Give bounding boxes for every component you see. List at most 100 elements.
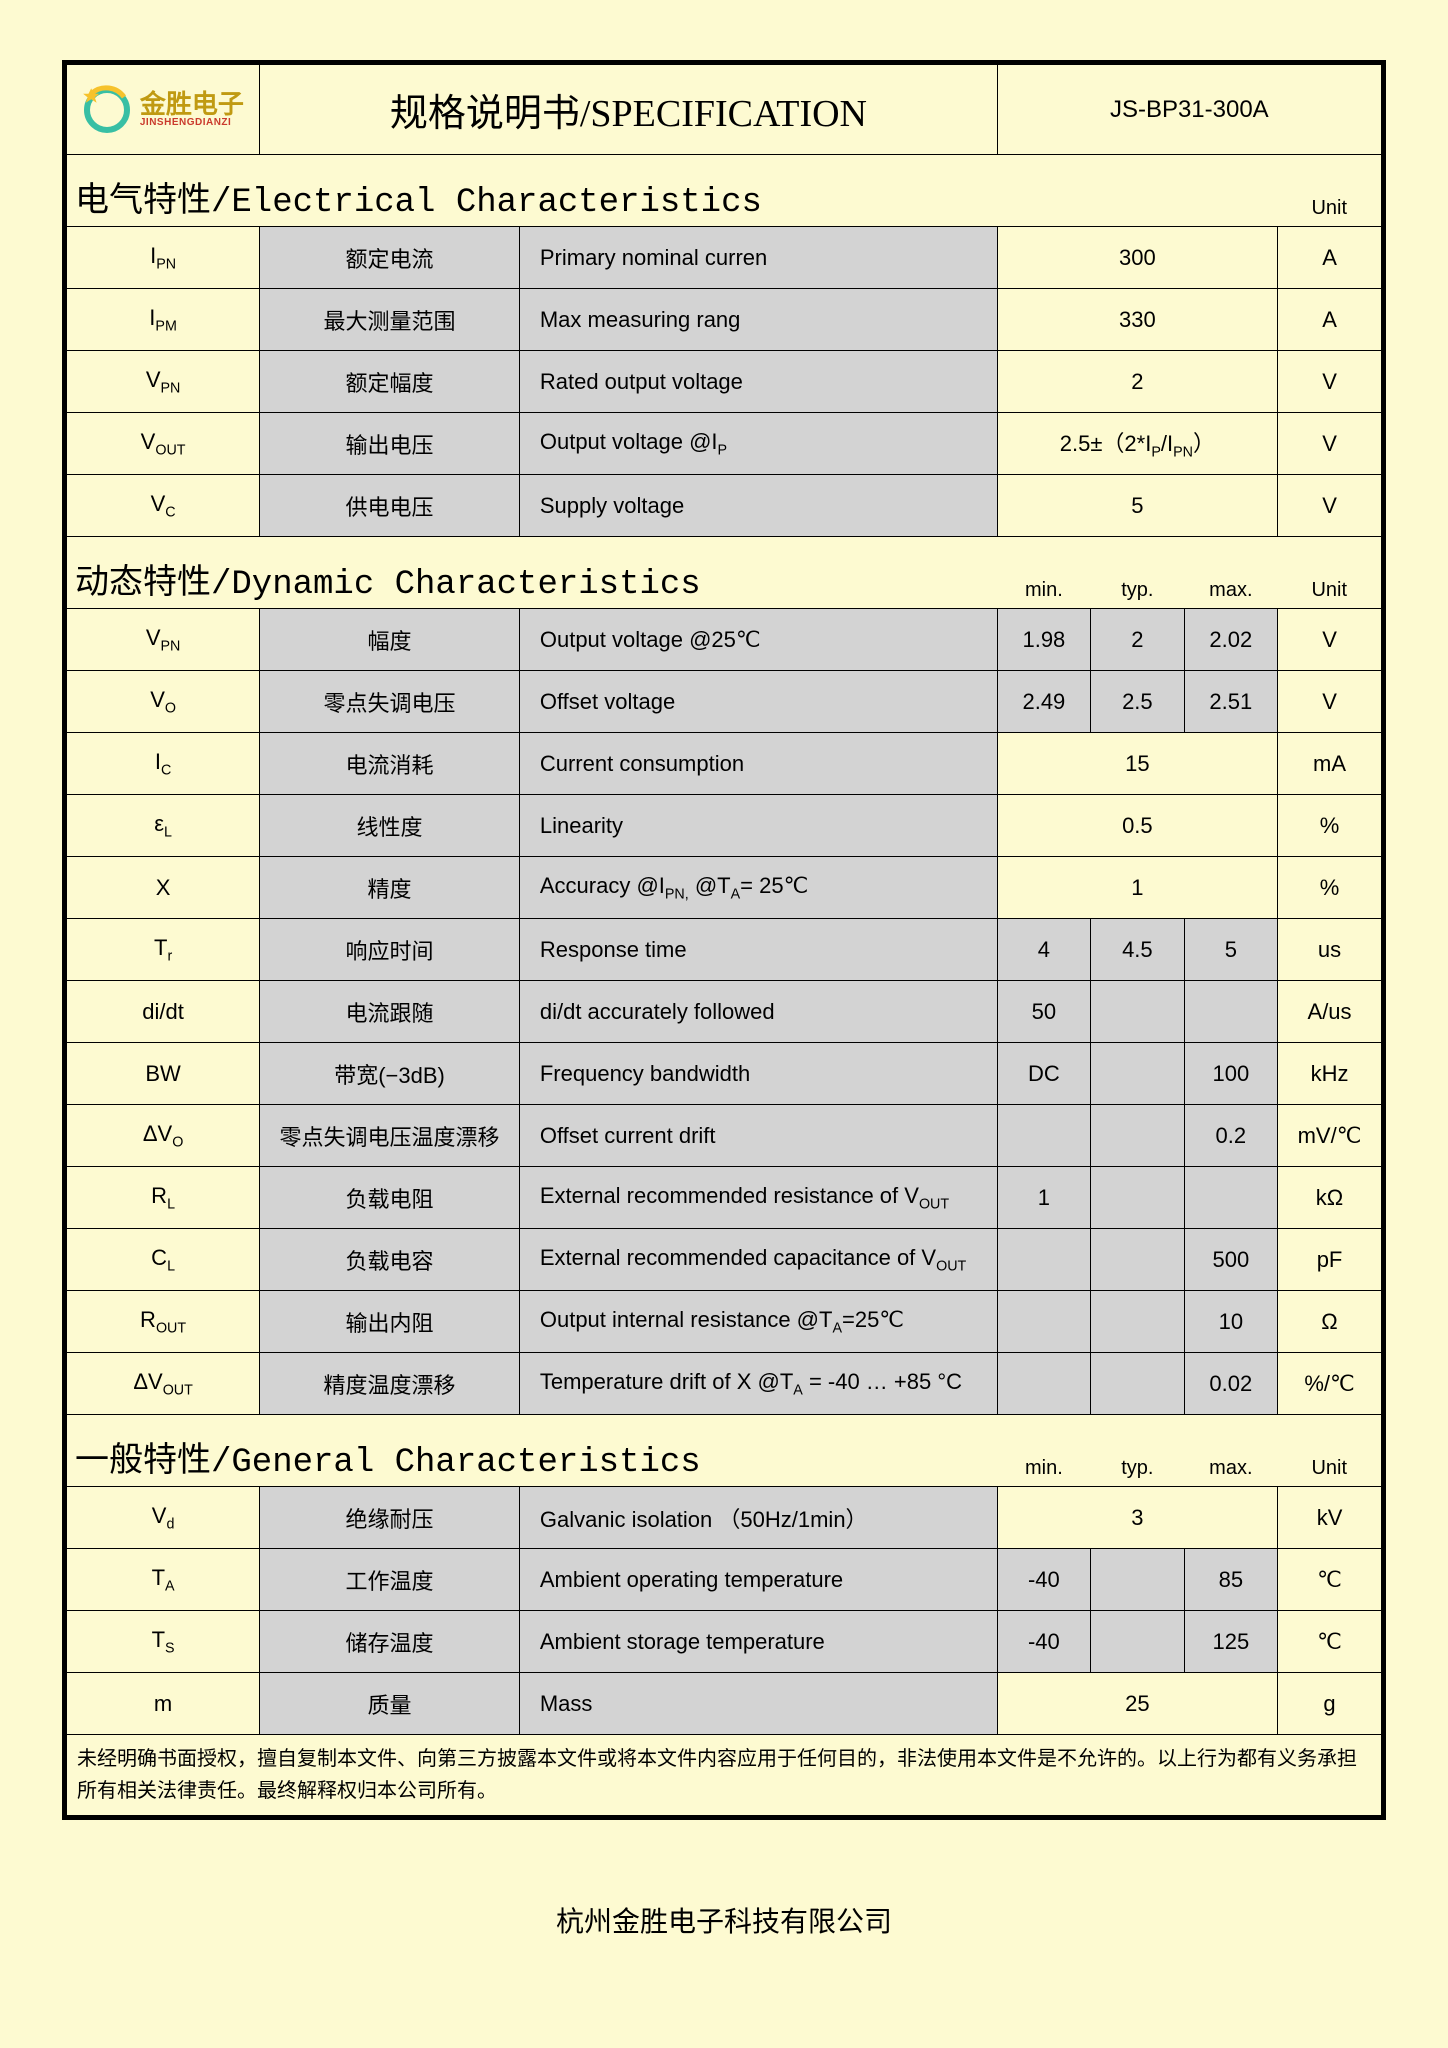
symbol: di/dt [67,981,260,1043]
value-min: 1 [997,1167,1090,1229]
min-header: min. [997,1415,1090,1487]
value-max: 2.02 [1184,609,1277,671]
param-cn: 零点失调电压 [260,671,520,733]
table-row: ΔVO零点失调电压温度漂移Offset current drift0.2mV/℃ [67,1105,1382,1167]
param-cn: 幅度 [260,609,520,671]
value-max: 100 [1184,1043,1277,1105]
param-en: Offset current drift [519,1105,997,1167]
param-en: Ambient operating temperature [519,1549,997,1611]
unit: V [1278,671,1382,733]
symbol: ROUT [67,1291,260,1353]
unit: A [1278,289,1382,351]
symbol: VOUT [67,413,260,475]
value-max: 125 [1184,1611,1277,1673]
value-min: 50 [997,981,1090,1043]
param-en: Max measuring rang [519,289,997,351]
table-row: di/dt电流跟随di/dt accurately followed50A/us [67,981,1382,1043]
table-row: IPM最大测量范围Max measuring rang330A [67,289,1382,351]
symbol: CL [67,1229,260,1291]
unit-header: Unit [1278,1415,1382,1487]
param-cn: 额定幅度 [260,351,520,413]
symbol: X [67,857,260,919]
symbol: IC [67,733,260,795]
logo-icon [82,85,132,135]
section-electrical: 电气特性/Electrical Characteristics Unit [67,155,1382,227]
value-max: 85 [1184,1549,1277,1611]
param-en: Mass [519,1673,997,1735]
value-typ [1091,1167,1184,1229]
param-en: Linearity [519,795,997,857]
param-en: Response time [519,919,997,981]
value-typ: 2 [1091,609,1184,671]
value-typ: 1 [997,857,1277,919]
table-row: IC电流消耗Current consumption15mA [67,733,1382,795]
table-row: ROUT输出内阻Output internal resistance @TA=2… [67,1291,1382,1353]
param-en: Temperature drift of X @TA = -40 … +85 °… [519,1353,997,1415]
value: 330 [997,289,1277,351]
value-typ [1091,1611,1184,1673]
value-max: 0.2 [1184,1105,1277,1167]
table-row: VOUT输出电压Output voltage @IP2.5±（2*IP/IPN）… [67,413,1382,475]
max-header: max. [1184,1415,1277,1487]
symbol: IPM [67,289,260,351]
value-min: 1.98 [997,609,1090,671]
unit: V [1278,609,1382,671]
value-min: -40 [997,1611,1090,1673]
param-cn: 响应时间 [260,919,520,981]
value-typ [1091,1291,1184,1353]
param-cn: 负载电阻 [260,1167,520,1229]
param-cn: 供电电压 [260,475,520,537]
symbol: εL [67,795,260,857]
value-typ [1091,1353,1184,1415]
param-cn: 绝缘耐压 [260,1487,520,1549]
table-row: Tr响应时间Response time44.55us [67,919,1382,981]
table-row: RL负载电阻External recommended resistance of… [67,1167,1382,1229]
doc-title: 规格说明书/SPECIFICATION [260,65,997,155]
param-en: Offset voltage [519,671,997,733]
unit: % [1278,795,1382,857]
value-max: 5 [1184,919,1277,981]
param-cn: 工作温度 [260,1549,520,1611]
value-min [997,1353,1090,1415]
unit-header: Unit [1278,155,1382,227]
table-row: X精度Accuracy @IPN, @TA= 25℃1% [67,857,1382,919]
unit-header: Unit [1278,537,1382,609]
logo-text-en: JINSHENGDIANZI [140,117,244,128]
unit: Ω [1278,1291,1382,1353]
value-typ: 0.5 [997,795,1277,857]
value-typ [1091,981,1184,1043]
unit: V [1278,413,1382,475]
table-row: Vd绝缘耐压Galvanic isolation （50Hz/1min）3kV [67,1487,1382,1549]
param-cn: 最大测量范围 [260,289,520,351]
table-row: BW带宽(−3dB)Frequency bandwidthDC100kHz [67,1043,1382,1105]
symbol: ΔVO [67,1105,260,1167]
param-en: Output voltage @25℃ [519,609,997,671]
value-min [997,1291,1090,1353]
table-row: VO零点失调电压Offset voltage2.492.52.51V [67,671,1382,733]
symbol: TA [67,1549,260,1611]
symbol: Tr [67,919,260,981]
unit: V [1278,475,1382,537]
symbol: VPN [67,351,260,413]
table-row: VC供电电压Supply voltage5V [67,475,1382,537]
unit: V [1278,351,1382,413]
logo-text-cn: 金胜电子 [140,91,244,117]
value: 2 [997,351,1277,413]
value-typ: 3 [997,1487,1277,1549]
param-cn: 零点失调电压温度漂移 [260,1105,520,1167]
param-cn: 额定电流 [260,227,520,289]
symbol: BW [67,1043,260,1105]
symbol: VC [67,475,260,537]
section-dynamic: 动态特性/Dynamic Characteristics min. typ. m… [67,537,1382,609]
value-min [997,1229,1090,1291]
unit: ℃ [1278,1549,1382,1611]
unit: % [1278,857,1382,919]
company-name: 杭州金胜电子科技有限公司 [62,1900,1386,1940]
table-row: VPN额定幅度Rated output voltage2V [67,351,1382,413]
symbol: RL [67,1167,260,1229]
max-header: max. [1184,537,1277,609]
value-typ [1091,1549,1184,1611]
param-en: Output internal resistance @TA=25℃ [519,1291,997,1353]
param-cn: 线性度 [260,795,520,857]
value-typ [1091,1105,1184,1167]
